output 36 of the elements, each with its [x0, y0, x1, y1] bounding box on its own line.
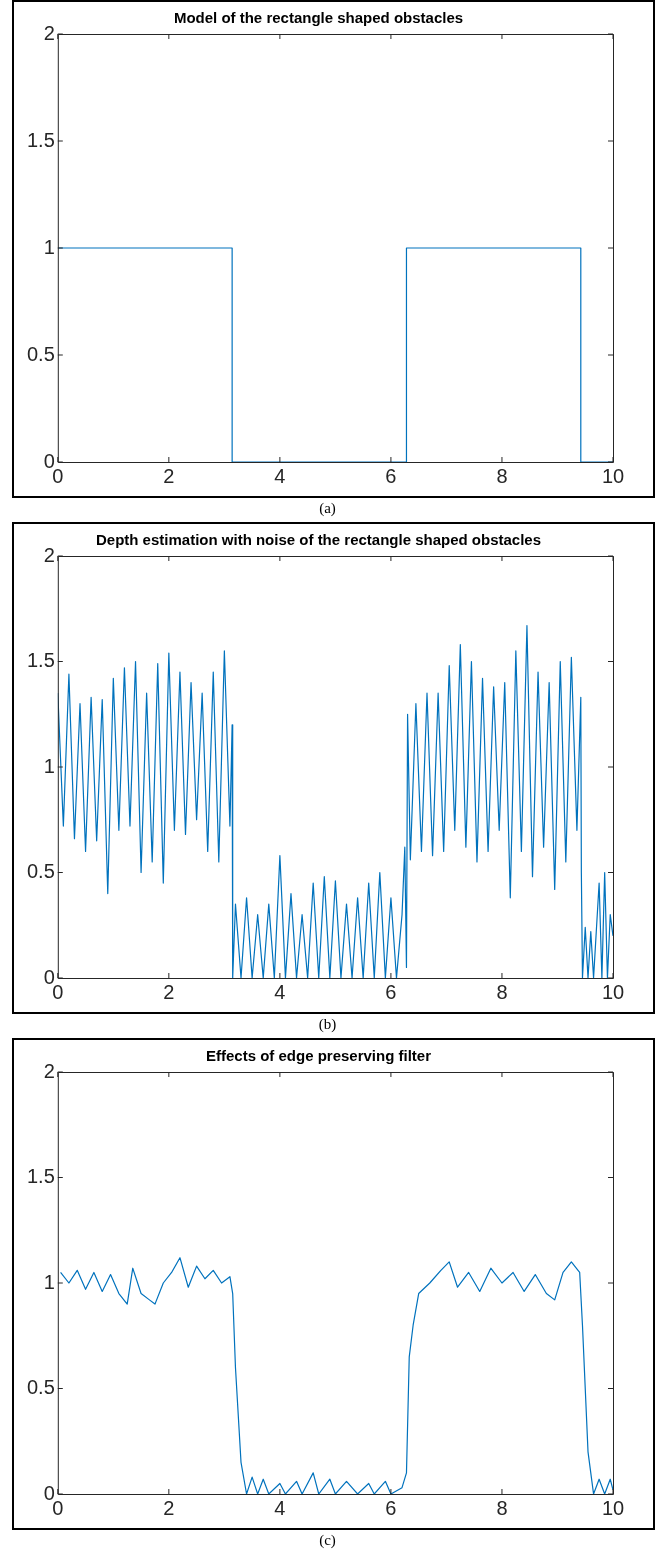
x-tick-label: 4: [274, 980, 286, 1003]
y-tick-label: 1: [43, 754, 55, 777]
text: (b): [317, 1015, 338, 1034]
x-tick-label: 2: [163, 1496, 175, 1519]
y-tick-label: 2: [43, 1059, 55, 1082]
y-tick-label: 2: [43, 21, 55, 44]
y-tick-label: 1: [43, 1270, 55, 1293]
x-tick-label: 6: [385, 980, 397, 1003]
y-tick-label: 1.5: [26, 1165, 55, 1188]
text: (c): [318, 1531, 337, 1550]
x-tick-label: 10: [601, 464, 625, 487]
x-tick-label: 4: [274, 464, 286, 487]
y-tick-label: 1.5: [26, 649, 55, 672]
x-tick-label: 2: [163, 980, 175, 1003]
x-tick-label: 10: [601, 1496, 625, 1519]
y-tick-label: 0.5: [26, 1376, 55, 1399]
y-tick-label: 0.5: [26, 342, 55, 365]
y-tick-label: 2: [43, 543, 55, 566]
x-tick-label: 10: [601, 980, 625, 1003]
chart-title: Depth estimation with noise of the rectangle shaped obstacles: [95, 531, 542, 549]
x-tick-label: 2: [163, 464, 175, 487]
y-tick-label: 1.5: [26, 128, 55, 151]
y-tick-label: 1: [43, 235, 55, 258]
x-tick-label: 8: [496, 464, 508, 487]
x-tick-label: 4: [274, 1496, 286, 1519]
text: (a): [318, 499, 337, 518]
chart-title: Effects of edge preserving filter: [205, 1047, 432, 1065]
x-tick-label: 8: [496, 1496, 508, 1519]
y-tick-label: 0: [43, 449, 55, 472]
x-tick-label: 8: [496, 980, 508, 1003]
x-tick-label: 6: [385, 464, 397, 487]
x-tick-label: 6: [385, 1496, 397, 1519]
y-tick-label: 0: [43, 1481, 55, 1504]
chart-title: Model of the rectangle shaped obstacles: [173, 9, 464, 27]
y-tick-label: 0: [43, 965, 55, 988]
y-tick-label: 0.5: [26, 860, 55, 883]
